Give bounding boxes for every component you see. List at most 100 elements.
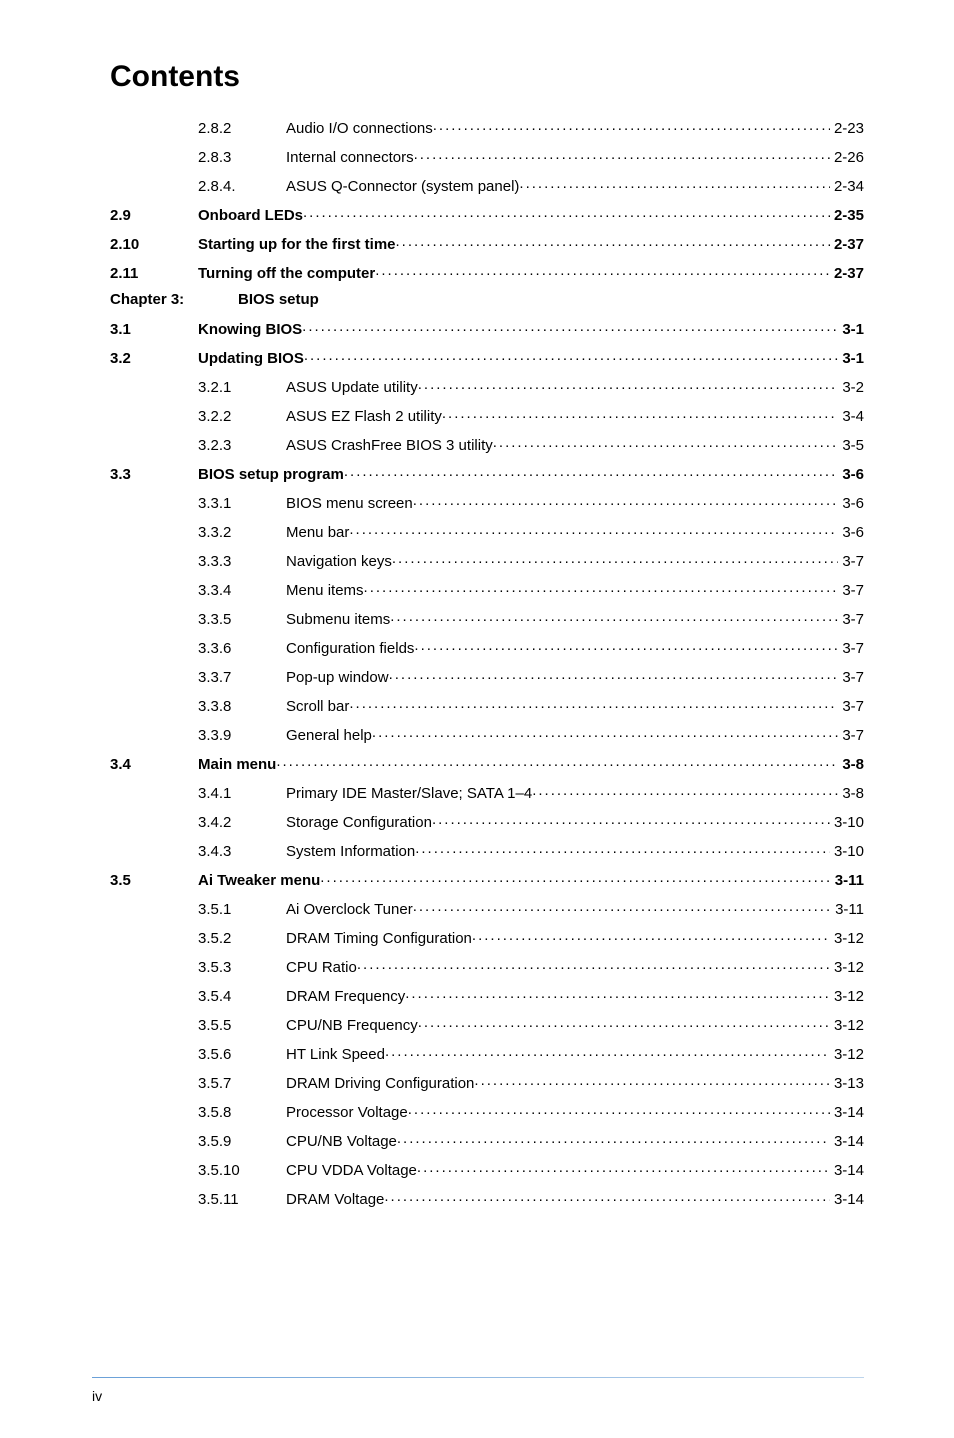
subsection-number: 3.3.5 [198, 612, 286, 627]
section-title: Updating BIOS [198, 351, 304, 366]
subsection-title: Processor Voltage [286, 1105, 408, 1120]
toc-row: 3.5Ai Tweaker menu3-11 [110, 870, 864, 888]
toc-row: 3.3.6Configuration fields3-7 [110, 638, 864, 656]
subsection-title: ASUS Q-Connector (system panel) [286, 179, 519, 194]
toc-row: 3.5.2DRAM Timing Configuration3-12 [110, 928, 864, 946]
page-number-footer: iv [92, 1388, 102, 1404]
leader-dots [418, 377, 839, 392]
toc-row: 3.2.1ASUS Update utility3-2 [110, 377, 864, 395]
page-ref: 3-7 [838, 612, 864, 627]
page-ref: 3-13 [830, 1076, 864, 1091]
leader-dots [532, 783, 838, 798]
subsection-title: Internal connectors [286, 150, 414, 165]
subsection-title: CPU VDDA Voltage [286, 1163, 417, 1178]
section-number: 3.4 [110, 757, 198, 772]
subsection-title: Menu bar [286, 525, 349, 540]
subsection-number: 3.2.2 [198, 409, 286, 424]
section-number: 3.2 [110, 351, 198, 366]
section-number: 2.9 [110, 208, 198, 223]
page-ref: 3-12 [830, 989, 864, 1004]
subsection-number: 2.8.2 [198, 121, 286, 136]
subsection-title: CPU/NB Voltage [286, 1134, 397, 1149]
leader-dots [474, 1073, 830, 1088]
toc-row: 3.5.7DRAM Driving Configuration 3-13 [110, 1073, 864, 1091]
page-ref: 3-14 [830, 1134, 864, 1149]
leader-dots [418, 1015, 830, 1030]
page-ref: 3-12 [830, 1018, 864, 1033]
subsection-title: Scroll bar [286, 699, 349, 714]
page-ref: 3-4 [838, 409, 864, 424]
subsection-title: Audio I/O connections [286, 121, 433, 136]
leader-dots [413, 493, 839, 508]
toc-row: 3.4Main menu3-8 [110, 754, 864, 772]
leader-dots [415, 841, 830, 856]
subsection-title: Configuration fields [286, 641, 414, 656]
leader-dots [442, 406, 838, 421]
subsection-number: 3.3.4 [198, 583, 286, 598]
page-ref: 3-7 [838, 699, 864, 714]
leader-dots [392, 551, 838, 566]
subsection-number: 3.5.10 [198, 1163, 286, 1178]
subsection-number: 3.5.7 [198, 1076, 286, 1091]
page-ref: 3-6 [838, 525, 864, 540]
subsection-title: HT Link Speed [286, 1047, 385, 1062]
toc-row: 2.11Turning off the computer2-37 [110, 263, 864, 281]
section-number: 3.5 [110, 873, 198, 888]
leader-dots [320, 870, 831, 885]
leader-dots [414, 147, 830, 162]
subsection-title: CPU/NB Frequency [286, 1018, 418, 1033]
page-ref: 3-11 [831, 902, 864, 917]
subsection-number: 3.4.1 [198, 786, 286, 801]
page-ref: 3-6 [838, 467, 864, 482]
page-ref: 3-12 [830, 960, 864, 975]
subsection-number: 2.8.4. [198, 179, 286, 194]
subsection-number: 3.2.1 [198, 380, 286, 395]
page-ref: 3-10 [830, 844, 864, 859]
section-number: 2.11 [110, 266, 198, 281]
subsection-number: 3.3.8 [198, 699, 286, 714]
page-ref: 3-7 [838, 554, 864, 569]
subsection-number: 3.5.1 [198, 902, 286, 917]
leader-dots [349, 522, 838, 537]
toc-row: 3.2Updating BIOS 3-1 [110, 348, 864, 366]
subsection-number: 3.3.7 [198, 670, 286, 685]
toc-row: 3.3.3Navigation keys3-7 [110, 551, 864, 569]
leader-dots [389, 667, 839, 682]
subsection-number: 3.5.5 [198, 1018, 286, 1033]
section-title: Main menu [198, 757, 276, 772]
subsection-number: 3.5.3 [198, 960, 286, 975]
leader-dots [413, 899, 831, 914]
leader-dots [472, 928, 830, 943]
toc-row: 3.3BIOS setup program3-6 [110, 464, 864, 482]
section-title: Ai Tweaker menu [198, 873, 320, 888]
page-ref: 3-14 [830, 1192, 864, 1207]
toc-row: 3.3.2Menu bar 3-6 [110, 522, 864, 540]
subsection-number: 3.2.3 [198, 438, 286, 453]
subsection-number: 3.3.2 [198, 525, 286, 540]
leader-dots [303, 205, 830, 220]
leader-dots [432, 812, 830, 827]
subsection-number: 3.3.3 [198, 554, 286, 569]
page-ref: 3-1 [838, 351, 864, 366]
section-number: 2.10 [110, 237, 198, 252]
toc-row: 3.5.11DRAM Voltage3-14 [110, 1189, 864, 1207]
subsection-title: Ai Overclock Tuner [286, 902, 413, 917]
subsection-title: DRAM Driving Configuration [286, 1076, 474, 1091]
leader-dots [417, 1160, 830, 1175]
page-ref: 3-7 [838, 641, 864, 656]
page-ref: 2-26 [830, 150, 864, 165]
page-ref: 2-23 [830, 121, 864, 136]
section-number: 3.1 [110, 322, 198, 337]
toc-row: 3.2.2ASUS EZ Flash 2 utility3-4 [110, 406, 864, 424]
leader-dots [357, 957, 830, 972]
subsection-title: Primary IDE Master/Slave; SATA 1–4 [286, 786, 532, 801]
page-ref: 3-14 [830, 1163, 864, 1178]
toc-row: 3.3.7Pop-up window3-7 [110, 667, 864, 685]
subsection-number: 3.5.8 [198, 1105, 286, 1120]
toc-container: 2.8.2Audio I/O connections 2-23 2.8.3Inter… [110, 118, 864, 1207]
subsection-number: 3.5.4 [198, 989, 286, 1004]
subsection-title: General help [286, 728, 372, 743]
section-title: Knowing BIOS [198, 322, 302, 337]
leader-dots [349, 696, 838, 711]
subsection-number: 2.8.3 [198, 150, 286, 165]
